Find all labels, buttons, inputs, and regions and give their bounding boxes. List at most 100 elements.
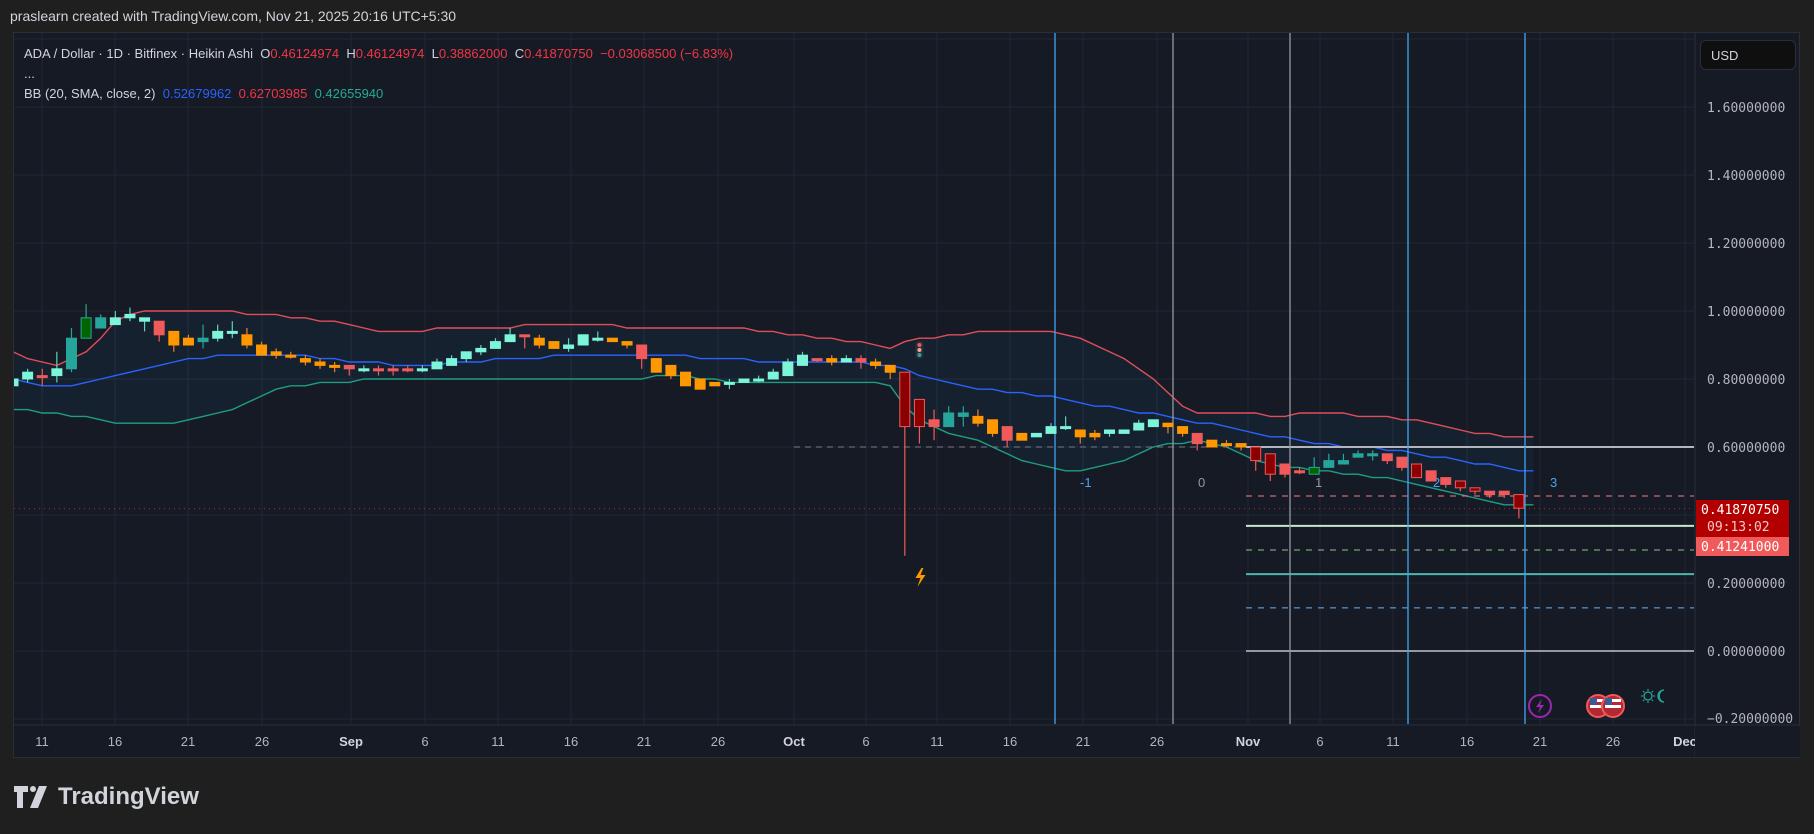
candle[interactable] <box>241 328 253 349</box>
candle[interactable] <box>1337 453 1349 465</box>
candle[interactable] <box>285 351 297 359</box>
candle[interactable] <box>796 351 808 366</box>
candle[interactable] <box>168 330 180 352</box>
candle[interactable] <box>767 368 779 380</box>
candle[interactable] <box>431 358 443 370</box>
candle[interactable] <box>1250 446 1262 471</box>
candle[interactable] <box>299 355 311 366</box>
candle[interactable] <box>723 379 735 390</box>
currency-button[interactable]: USD <box>1700 40 1796 70</box>
candle[interactable] <box>1498 490 1510 498</box>
candle[interactable] <box>1060 416 1072 430</box>
candle[interactable] <box>782 358 794 377</box>
candle[interactable] <box>95 314 107 329</box>
moon-phase-icon[interactable] <box>1641 689 1665 703</box>
candle[interactable] <box>928 409 940 441</box>
candle[interactable] <box>753 375 765 383</box>
indicator-signal-icon[interactable] <box>915 341 924 359</box>
candle[interactable] <box>650 358 662 373</box>
candle[interactable] <box>533 334 545 349</box>
candle[interactable] <box>489 338 501 349</box>
candle[interactable] <box>153 320 165 342</box>
candle[interactable] <box>1513 494 1525 519</box>
candle[interactable] <box>1235 443 1247 451</box>
candle[interactable] <box>270 348 282 359</box>
candle[interactable] <box>943 406 955 428</box>
candle[interactable] <box>1367 450 1379 461</box>
candle[interactable] <box>109 311 121 326</box>
candle[interactable] <box>212 324 224 342</box>
candle[interactable] <box>636 344 648 369</box>
candle[interactable] <box>329 362 341 373</box>
candle[interactable] <box>1001 426 1013 447</box>
lightning-event-icon[interactable] <box>915 568 926 587</box>
candle[interactable] <box>694 378 706 390</box>
candle[interactable] <box>606 337 618 343</box>
candle[interactable] <box>884 364 896 379</box>
candle[interactable] <box>1469 487 1481 495</box>
us-flag-event-icon[interactable] <box>1601 694 1625 718</box>
news-lightning-icon[interactable] <box>1528 694 1552 718</box>
candle[interactable] <box>738 378 750 383</box>
candle[interactable] <box>1147 419 1159 428</box>
candle[interactable] <box>1352 450 1364 458</box>
candle[interactable] <box>987 419 999 437</box>
candle[interactable] <box>80 304 92 339</box>
candle[interactable] <box>855 355 867 369</box>
candle[interactable] <box>1396 456 1408 471</box>
candle[interactable] <box>1016 432 1028 441</box>
candle[interactable] <box>373 365 384 376</box>
candle[interactable] <box>416 365 428 373</box>
candle[interactable] <box>36 368 48 386</box>
candle[interactable] <box>314 358 326 369</box>
candle[interactable] <box>343 364 355 376</box>
candle[interactable] <box>1294 467 1306 475</box>
candle[interactable] <box>665 364 677 379</box>
candle[interactable] <box>1264 453 1276 481</box>
candle[interactable] <box>256 341 268 356</box>
candle[interactable] <box>387 365 399 376</box>
candle[interactable] <box>1074 429 1086 444</box>
candle[interactable] <box>1454 480 1466 492</box>
candle[interactable] <box>51 351 63 383</box>
candle[interactable] <box>358 365 370 373</box>
candle[interactable] <box>475 345 487 356</box>
candle[interactable] <box>1411 463 1423 479</box>
tradingview-logo[interactable]: TradingView <box>14 783 199 811</box>
candle[interactable] <box>621 341 633 349</box>
candle[interactable] <box>1425 470 1437 482</box>
candle[interactable] <box>8 378 19 389</box>
candle[interactable] <box>1381 453 1393 464</box>
alert-price-label[interactable]: 0.41241000 <box>1696 537 1789 556</box>
candle[interactable] <box>65 328 77 373</box>
candle[interactable] <box>1133 419 1145 431</box>
candle[interactable] <box>899 371 911 556</box>
candle[interactable] <box>1484 490 1496 498</box>
candle[interactable] <box>519 334 531 349</box>
candle[interactable] <box>709 381 721 387</box>
candle[interactable] <box>139 317 151 332</box>
candle[interactable] <box>1162 422 1174 434</box>
time-axis[interactable]: 11 16 21 26 Sep 6 11 16 21 26 Oct 6 11 16 21 26 Nov 6 11 16… <box>35 734 1697 749</box>
candle[interactable] <box>1279 463 1291 478</box>
candle[interactable] <box>1440 477 1452 488</box>
candle[interactable] <box>680 371 692 387</box>
candle[interactable] <box>124 307 136 322</box>
candle[interactable] <box>402 365 414 373</box>
candle[interactable] <box>811 358 823 362</box>
bb-indicator-row[interactable]: BB (20, SMA, close, 2) 0.52679962 0.6270… <box>24 84 733 104</box>
candle[interactable] <box>1089 430 1101 441</box>
candle[interactable] <box>592 331 604 342</box>
candle[interactable] <box>1220 440 1232 447</box>
candle[interactable] <box>1118 429 1130 434</box>
candle[interactable] <box>913 398 925 444</box>
candle[interactable] <box>577 334 589 346</box>
candle[interactable] <box>1104 429 1115 437</box>
candle[interactable] <box>182 334 194 346</box>
candle[interactable] <box>1045 423 1057 434</box>
candle[interactable] <box>22 368 34 383</box>
candle[interactable] <box>446 355 458 366</box>
candle[interactable] <box>1206 439 1218 448</box>
more-indicators-button[interactable]: ... <box>24 66 35 81</box>
